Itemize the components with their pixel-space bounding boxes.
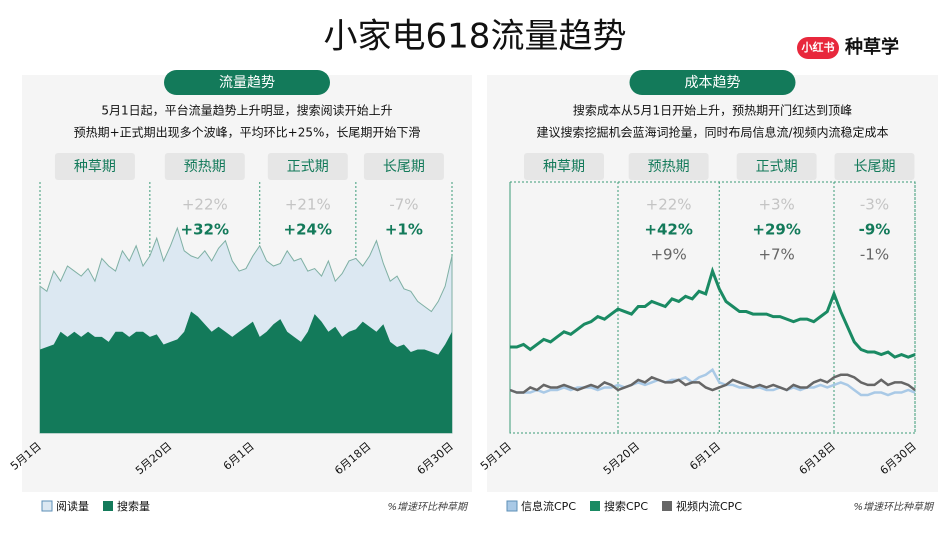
phase-stat: -7% <box>389 196 418 214</box>
legend-label: 搜索CPC <box>604 499 648 513</box>
phase-label: 预热期 <box>184 159 226 175</box>
legend-label: 信息流CPC <box>521 499 576 513</box>
phase-box <box>164 153 245 180</box>
phase-stat: +3% <box>758 196 794 214</box>
legend-swatch <box>41 500 53 512</box>
legend-label: 视频内流CPC <box>676 499 742 513</box>
description: 建议搜索挖掘机会蓝海词抢量，同时布局信息流/视频内流稳定成本 <box>536 125 888 140</box>
logo-badge-bg <box>797 37 839 59</box>
line <box>509 367 916 397</box>
page-title: 小家电618流量趋势 <box>324 17 627 57</box>
phase-stat: +9% <box>650 246 686 264</box>
legend-swatch <box>590 501 600 511</box>
phase-label: 种草期 <box>74 159 116 175</box>
legend-label: 阅读量 <box>56 499 89 513</box>
legend-swatch <box>506 500 518 512</box>
line <box>510 266 916 359</box>
note: %增速环比种草期 <box>853 501 935 513</box>
phase-stat: +24% <box>284 221 332 239</box>
phase-label: 长尾期 <box>383 159 425 175</box>
phase-stat: +21% <box>285 196 331 214</box>
line <box>509 373 916 394</box>
phase-box <box>834 153 915 180</box>
logo-badge: 小红书 <box>801 40 835 54</box>
phase-stat: +29% <box>752 221 800 239</box>
phase-stat: -1% <box>860 246 889 264</box>
panel-header-bg <box>629 70 796 95</box>
description: 搜索成本从5月1日开始上升，预热期开门红达到顶峰 <box>573 103 852 118</box>
phase-label: 预热期 <box>648 159 690 175</box>
description: 5月1日起，平台流量趋势上升明显，搜索阅读开始上升 <box>101 103 392 118</box>
phase-label: 正式期 <box>287 159 329 175</box>
area <box>40 311 452 433</box>
phase-box <box>363 153 444 180</box>
phase-box <box>267 153 348 180</box>
panel-header: 成本趋势 <box>685 75 741 91</box>
panel <box>487 75 938 492</box>
panel-header: 流量趋势 <box>219 75 275 91</box>
phase-label: 长尾期 <box>854 159 896 175</box>
legend-swatch <box>103 501 113 511</box>
phase-box <box>628 153 709 180</box>
description: 预热期+正式期出现多个波峰，平均环比+25%，长尾期开始下滑 <box>74 126 421 140</box>
phase-stat: -9% <box>859 221 891 239</box>
phase-label: 正式期 <box>756 159 798 175</box>
phase-stat: +42% <box>644 221 692 239</box>
logo-text: 种草学 <box>844 36 899 58</box>
legend-swatch <box>662 501 672 511</box>
legend-label: 搜索量 <box>117 499 150 513</box>
phase-box <box>54 153 135 180</box>
phase-label: 种草期 <box>543 159 585 175</box>
phase-box <box>524 153 604 180</box>
phase-stat: +7% <box>758 246 794 264</box>
phase-stat: +32% <box>181 221 229 239</box>
phase-stat: +22% <box>182 196 228 214</box>
note: %增速环比种草期 <box>387 501 469 513</box>
phase-box <box>736 153 817 180</box>
phase-stat: +1% <box>385 221 423 239</box>
phase-stat: -3% <box>860 196 889 214</box>
phase-stat: +22% <box>646 196 692 214</box>
panel-header-bg <box>164 70 330 95</box>
